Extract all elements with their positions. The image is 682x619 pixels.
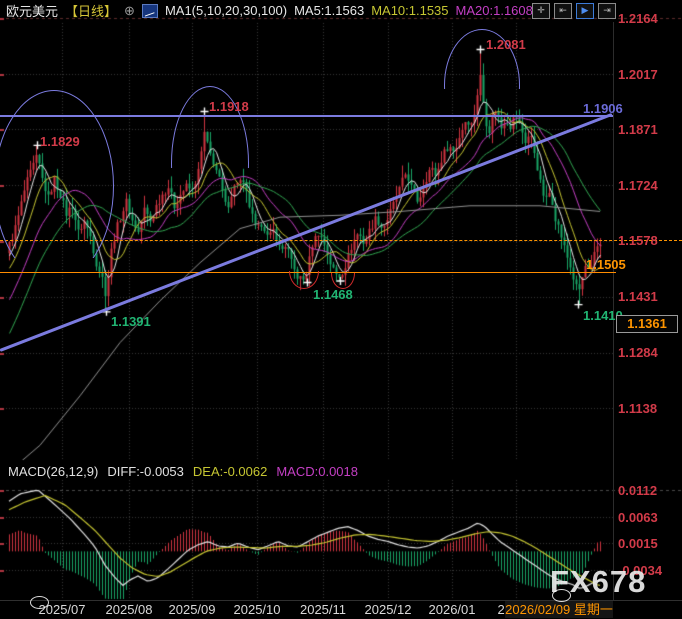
- macd-axis-label: 0.0015: [618, 536, 658, 551]
- macd-axis-label: 0.0063: [618, 510, 658, 525]
- pivot-dashed-line-1-1578[interactable]: [0, 240, 682, 241]
- high-label-1: 1.1829: [40, 134, 80, 149]
- macd-axis-label: -0.0034: [618, 563, 663, 578]
- macd-legend: MACD(26,12,9) DIFF:-0.0053 DEA:-0.0062 M…: [8, 464, 358, 479]
- peak-arc-3[interactable]: [444, 29, 522, 89]
- x-axis-label: 2025/10: [233, 602, 281, 617]
- y-axis-label: 1.1578: [618, 233, 658, 248]
- macd-axis-label: 0.0112: [618, 483, 658, 498]
- auto-scale-icon[interactable]: ▶: [576, 3, 594, 19]
- scroll-indicator-right[interactable]: [552, 589, 571, 602]
- ma10-value: MA10:1.1535: [371, 3, 449, 18]
- x-axis-label: 2025/09: [168, 602, 216, 617]
- x-axis-label: 2025/08: [105, 602, 153, 617]
- low-label-1: 1.1391: [111, 314, 151, 329]
- ma5-value: MA5:1.1563: [294, 3, 365, 18]
- y-axis-label: 1.1871: [618, 122, 658, 137]
- resistance-line-1-1906[interactable]: [0, 115, 613, 117]
- add-indicator-icon[interactable]: ⊕: [124, 2, 135, 18]
- macd-title: MACD(26,12,9): [8, 464, 99, 479]
- bottom-arc-1[interactable]: [289, 271, 321, 290]
- period-label[interactable]: 【日线】: [65, 4, 118, 19]
- low-label-2: 1.1468: [313, 287, 353, 302]
- date-axis: 2025/07 2025/08 2025/09 2025/10 2025/11 …: [0, 601, 682, 619]
- macd-macd-value: MACD:0.0018: [276, 464, 358, 479]
- y-axis-label: 1.1431: [618, 289, 658, 304]
- macd-diff-value: DIFF:-0.0053: [107, 464, 184, 479]
- x-axis-label: 2025/11: [299, 602, 347, 617]
- x-axis-label: 2026/01: [428, 602, 476, 617]
- low-label-3: 1.1410: [583, 308, 623, 323]
- x-axis-label: 2025/07: [38, 602, 86, 617]
- high-label-2: 1.1918: [209, 99, 249, 114]
- peak-arc-1[interactable]: [0, 90, 116, 258]
- macd-dea-value: DEA:-0.0062: [192, 464, 268, 479]
- exit-zoom-icon[interactable]: ⇥: [598, 3, 616, 19]
- axis-separator: [613, 22, 614, 600]
- chart-toolbar: ✛ ⇤ ▶ ⇥: [532, 3, 616, 19]
- support-label: 1.1505: [586, 257, 626, 272]
- compress-axis-icon[interactable]: ⇤: [554, 3, 572, 19]
- y-axis-label: 1.1138: [618, 401, 658, 416]
- chart-header: 欧元美元 【日线】 ⊕ MA1(5,10,20,30,100) MA5:1.15…: [6, 0, 533, 21]
- y-axis-label: 1.2017: [618, 67, 658, 82]
- y-axis-label: 1.1284: [618, 345, 658, 360]
- y-axis-label: 1.1724: [618, 178, 658, 193]
- chart-type-icon[interactable]: [141, 3, 158, 18]
- move-icon[interactable]: ✛: [532, 3, 550, 19]
- y-axis-label: 1.2164: [618, 11, 658, 26]
- scroll-indicator-left[interactable]: [30, 596, 49, 609]
- high-label-3: 1.2081: [486, 37, 526, 52]
- x-axis-label: 2025/12: [364, 602, 412, 617]
- resistance-label: 1.1906: [583, 101, 623, 116]
- peak-arc-2[interactable]: [171, 86, 251, 168]
- date-axis-separator: [0, 600, 682, 601]
- alert-price-box[interactable]: 1.1361: [616, 315, 678, 333]
- ma-group-label: MA1(5,10,20,30,100): [164, 3, 288, 18]
- bottom-arc-2[interactable]: [331, 273, 357, 290]
- current-date-box: 2026/02/09 星期一: [505, 601, 613, 618]
- ma20-value: MA20:1.1608: [455, 3, 533, 18]
- symbol-name[interactable]: 欧元美元: [6, 4, 59, 19]
